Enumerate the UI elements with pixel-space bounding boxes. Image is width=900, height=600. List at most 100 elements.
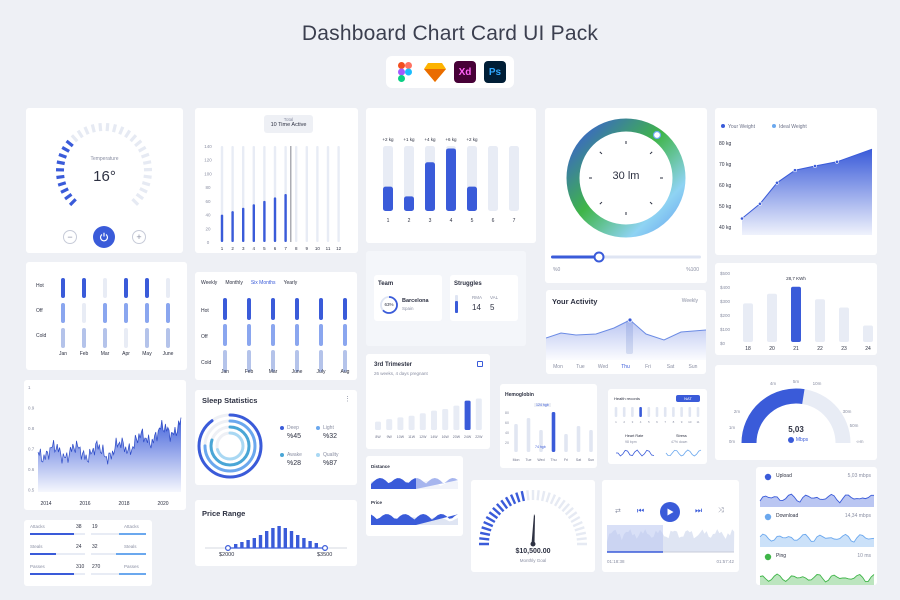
timer-value: 30 lm	[612, 170, 640, 182]
hot-cold-chart: Hot Off Cold Jan Feb Mar Apr May June	[36, 278, 174, 357]
tab-six-months[interactable]: Six Months	[250, 280, 276, 286]
y-tick: 60	[205, 199, 211, 204]
price-min: $2000	[219, 552, 235, 558]
speed-icon	[787, 437, 794, 443]
x-tick: 22	[817, 346, 823, 352]
x-tick: Tue	[526, 458, 532, 462]
stat-value-left: 38	[76, 524, 82, 530]
dial-tick	[134, 139, 143, 148]
gauge-tick	[504, 496, 513, 507]
stat-bar-right	[119, 533, 146, 535]
x-tick: 2	[231, 246, 234, 251]
more-icon[interactable]: ⋮	[344, 396, 351, 403]
health-badge[interactable]: NAT	[676, 395, 700, 402]
y-tick: 80	[205, 185, 211, 190]
histogram-bar	[289, 531, 294, 548]
heart-wave	[616, 449, 655, 457]
cell-bar	[124, 303, 128, 323]
hemoglobin-card: Hemoglobin Mon Tue Wed Thu Fri Sat Sun 80 60 40 20…	[500, 384, 597, 468]
trend-area-chart: 1 0.9 0.8 0.7 0.6 0.5 2014 2016 2018 2020	[28, 385, 182, 507]
figma-icon	[394, 61, 416, 83]
gauge-tick	[561, 503, 571, 513]
shuffle-icon[interactable]: ⤨	[718, 507, 724, 514]
temperature-dial	[55, 123, 153, 207]
network-icon	[764, 553, 772, 561]
x-tick: 11W	[408, 435, 416, 439]
page-title: Dashboard Chart Card UI Pack	[301, 22, 599, 45]
bar	[863, 325, 873, 342]
legend-label: Your Weight	[728, 124, 756, 130]
price-range-card: Price Range $2000 $3500	[195, 500, 357, 566]
increase-button[interactable]: +	[132, 230, 146, 244]
network-name: Download	[776, 513, 799, 519]
health-card: Health records NAT 1 2 3 4 5 6 7 8 9 10 11 Heart R…	[608, 389, 707, 464]
play-button[interactable]	[660, 502, 680, 522]
gauge-tick	[572, 520, 583, 528]
gauge-tick	[500, 499, 509, 510]
price-range-slider[interactable]	[195, 500, 357, 566]
dial-tick	[70, 134, 79, 143]
xd-icon: Xd	[454, 61, 476, 83]
dial-tick	[61, 146, 70, 153]
speed-tick: 10m	[813, 381, 822, 386]
ring-tick	[649, 201, 653, 205]
cell-bar	[319, 350, 323, 372]
heart-value: 98 bpm	[625, 440, 637, 444]
x-tick: Mon	[553, 364, 563, 370]
power-button[interactable]	[93, 226, 115, 248]
player-card: ⇄ ⏮ ⏭ ⤨ 01:18:38 01:57:42	[602, 480, 739, 572]
bar	[383, 186, 393, 211]
histogram-bar	[302, 538, 306, 548]
y-tick: 70 kg	[719, 162, 731, 168]
network-charts	[759, 473, 875, 585]
play-icon	[667, 508, 674, 516]
cell-bar	[247, 324, 251, 346]
weight-gain-card: +2 kg 1 +1 kg 2 +4 kg 3 +6 kg 4 +2 kg 5 6 7	[366, 108, 536, 243]
x-tick: 9W	[387, 435, 393, 439]
stat-bar-right	[116, 553, 146, 555]
bar	[839, 307, 849, 342]
x-tick: 6	[656, 420, 658, 424]
tab-weekly[interactable]: Weekly	[201, 280, 218, 286]
bar	[551, 412, 556, 452]
slider-fill	[551, 255, 599, 259]
y-tick: 80	[505, 411, 509, 415]
decrease-button[interactable]: −	[63, 230, 77, 244]
repeat-icon[interactable]: ⇄	[615, 508, 621, 515]
gauge-needle	[531, 514, 535, 544]
x-tick: 2020	[157, 501, 168, 507]
cell-bar	[61, 303, 65, 323]
x-tick: Feb	[245, 369, 254, 375]
bar	[791, 286, 801, 342]
distance-price-card: Distance Price	[366, 456, 463, 536]
cell-bar	[223, 324, 227, 346]
weight-point	[793, 168, 797, 173]
weight-point	[740, 216, 744, 221]
period-chart: Hot Off Cold Jan Feb Mar June July Aug	[201, 298, 350, 375]
dial-tick	[142, 160, 152, 165]
range-handle-min	[225, 544, 232, 551]
x-tick: 10	[315, 246, 321, 251]
x-tick: 2014	[40, 501, 51, 507]
cell-bar	[103, 303, 107, 323]
gauge-tick	[495, 503, 505, 513]
gauge-tick	[576, 537, 587, 541]
ring-tick	[599, 151, 603, 155]
x-tick: 21	[793, 346, 799, 352]
tab-yearly[interactable]: Yearly	[283, 280, 298, 286]
tab-monthly[interactable]: Monthly	[225, 280, 243, 286]
weight-point	[813, 164, 817, 168]
activity-period[interactable]: Weekly	[681, 298, 698, 304]
bar	[672, 407, 675, 417]
next-icon[interactable]: ⏭	[695, 506, 703, 515]
cell-bar	[343, 350, 347, 372]
bar-track	[509, 146, 519, 211]
stat-value-right: 19	[92, 524, 98, 530]
gauge-tick	[540, 490, 546, 502]
period-card: Weekly Monthly Six Months Yearly Hot Off C…	[195, 272, 357, 380]
x-tick: 10	[688, 420, 692, 424]
calendar-icon[interactable]	[477, 361, 483, 367]
stat-value-right: 270	[92, 564, 101, 570]
x-tick: 1	[615, 420, 617, 424]
previous-icon[interactable]: ⏮	[637, 506, 645, 515]
